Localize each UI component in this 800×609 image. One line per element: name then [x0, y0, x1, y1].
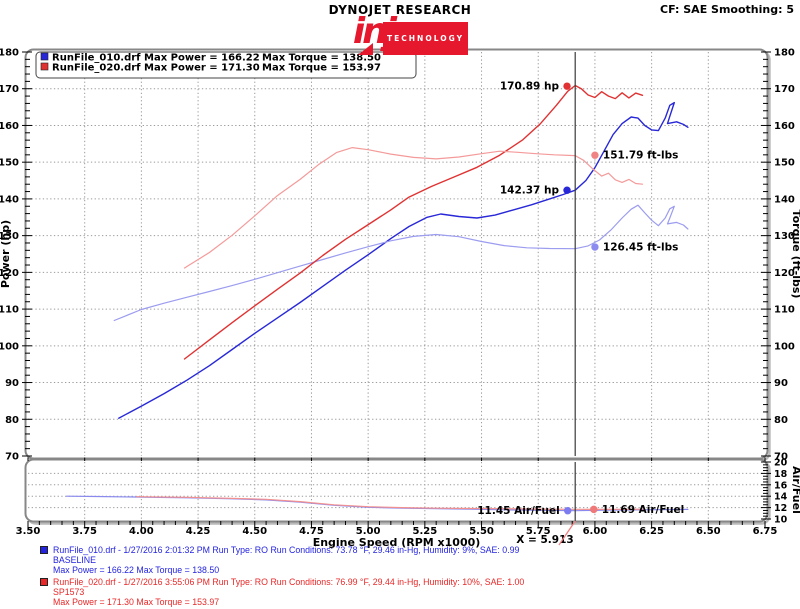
power-tick-label: 130	[0, 231, 19, 242]
legend-torque-label: Max Torque = 153.97	[262, 63, 381, 74]
annotation-label: 151.79 ft-lbs	[603, 150, 678, 162]
airfuel-tick-label: 12	[774, 503, 787, 514]
airfuel-tick-label: 10	[774, 515, 788, 526]
annotation-dot	[563, 82, 571, 90]
cursor-pointer-line	[558, 520, 576, 546]
annotation-label: 11.69 Air/Fuel	[602, 504, 684, 516]
rpm-tick-label: 5.25	[413, 526, 438, 537]
power-tick-label: 100	[0, 341, 19, 352]
rpm-tick-label: 4.75	[299, 526, 324, 537]
airfuel-tick-label: 18	[774, 469, 788, 480]
torque-axis-title: Torque (ft-lbs)	[790, 210, 800, 299]
airfuel-axis-title: Air/Fuel	[790, 466, 800, 514]
torque-tick-label: 110	[774, 305, 795, 316]
power-tick-label: 70	[5, 452, 19, 463]
run-info-sp1573: RunFile_020.drf - 1/27/2016 3:55:06 PM R…	[40, 577, 524, 607]
torque-tick-label: 160	[774, 121, 795, 132]
torque-tick-label: 80	[774, 415, 788, 426]
power-tick-label: 180	[0, 48, 19, 59]
run-max-line: Max Power = 171.30 Max Torque = 153.97	[53, 597, 220, 607]
baseline-power-curve	[118, 101, 689, 419]
power-tick-label: 120	[0, 268, 19, 279]
rpm-axis-title: Engine Speed (RPM x1000)	[313, 536, 481, 549]
legend-file-power-label: RunFile_010.drf Max Power = 166.22	[52, 53, 260, 64]
brand-title: DYNOJET RESEARCH	[328, 3, 472, 17]
torque-tick-label: 100	[774, 341, 795, 352]
airfuel-tick-label: 14	[774, 492, 788, 503]
rpm-tick-label: 3.50	[16, 526, 41, 537]
torque-tick-label: 150	[774, 158, 795, 169]
cursor-x-label: X = 5.913	[516, 534, 573, 546]
torque-tick-label: 120	[774, 268, 795, 279]
torque-tick-label: 170	[774, 84, 795, 95]
rpm-tick-label: 5.00	[356, 526, 381, 537]
annotation-label: 126.45 ft-lbs	[603, 242, 678, 254]
rpm-tick-label: 4.50	[242, 526, 267, 537]
rpm-tick-label: 4.00	[129, 526, 154, 537]
rpm-tick-label: 6.50	[696, 526, 721, 537]
torque-tick-label: 130	[774, 231, 795, 242]
airfuel-tick-label: 20	[774, 458, 788, 469]
power-tick-label: 110	[0, 305, 19, 316]
power-tick-label: 160	[0, 121, 19, 132]
power-axis-title: Power (hp)	[0, 220, 12, 288]
correction-smoothing-label: CF: SAE Smoothing: 5	[660, 3, 794, 16]
sp1573-power-curve	[183, 84, 644, 360]
annotation-dot	[590, 505, 598, 514]
annotation-dot	[591, 151, 599, 159]
annotation-label: 142.37 hp	[500, 185, 560, 197]
sp1573-torque-curve	[183, 147, 644, 269]
legend-swatch	[40, 62, 49, 71]
run-color-swatch	[40, 546, 48, 554]
run-color-swatch	[40, 578, 48, 586]
legend-file-power-label: RunFile_020.drf Max Power = 171.30	[52, 63, 260, 74]
airfuel-tick-label: 16	[774, 480, 788, 491]
main-frame	[24, 48, 769, 460]
power-tick-label: 150	[0, 158, 19, 169]
run-lines: RunFile_020.drf - 1/27/2016 3:55:06 PM R…	[53, 577, 524, 607]
rpm-tick-label: 6.75	[753, 526, 778, 537]
annotation-dot	[591, 243, 599, 251]
run-lines: RunFile_010.drf - 1/27/2016 2:01:32 PM R…	[53, 545, 519, 575]
rpm-tick-label: 6.00	[583, 526, 608, 537]
annotation-label: 11.45 Air/Fuel	[477, 505, 559, 517]
injen-logo: injen® TECHNOLOGY	[338, 13, 468, 55]
torque-tick-label: 90	[774, 378, 788, 389]
torque-tick-label: 180	[774, 48, 795, 59]
rpm-tick-label: 5.50	[469, 526, 494, 537]
baseline-torque-curve	[113, 204, 689, 322]
run-name-line: BASELINE	[53, 555, 97, 565]
run-info-footer: RunFile_010.drf - 1/27/2016 2:01:32 PM R…	[40, 545, 524, 609]
injen-wordmark: injen® TECHNOLOGY	[338, 13, 468, 55]
run-conditions-line: RunFile_020.drf - 1/27/2016 3:55:06 PM R…	[53, 577, 525, 587]
power-tick-label: 90	[5, 378, 19, 389]
torque-tick-label: 140	[774, 194, 795, 205]
annotation-dot	[563, 186, 571, 194]
legend-box	[35, 51, 417, 79]
rpm-tick-label: 3.75	[72, 526, 97, 537]
annotation-dot	[564, 507, 572, 515]
run-conditions-line: RunFile_010.drf - 1/27/2016 2:01:32 PM R…	[53, 545, 520, 555]
annotation-label: 170.89 hp	[500, 81, 560, 93]
logo-triangle-icon	[358, 43, 373, 55]
sp1573-airfuel-curve	[136, 496, 644, 510]
power-tick-label: 80	[5, 415, 19, 426]
torque-tick-label: 70	[774, 452, 788, 463]
legend-torque-label: Max Torque = 138.50	[262, 53, 381, 64]
run-name-line: SP1573	[53, 587, 85, 597]
logo-technology-banner: TECHNOLOGY	[383, 22, 468, 55]
power-tick-label: 140	[0, 194, 19, 205]
rpm-tick-label: 5.75	[526, 526, 551, 537]
rpm-tick-label: 4.25	[186, 526, 211, 537]
legend-swatch	[40, 52, 49, 61]
rpm-tick-label: 6.25	[639, 526, 664, 537]
run-info-baseline: RunFile_010.drf - 1/27/2016 2:01:32 PM R…	[40, 545, 524, 575]
run-max-line: Max Power = 166.22 Max Torque = 138.50	[53, 565, 220, 575]
power-tick-label: 170	[0, 84, 19, 95]
